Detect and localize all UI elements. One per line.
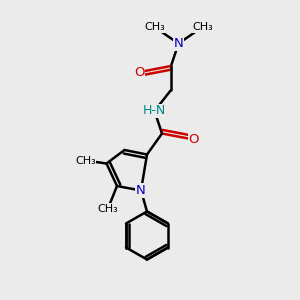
Text: N: N [174, 37, 183, 50]
Text: N: N [136, 184, 146, 197]
Text: H-N: H-N [143, 104, 166, 118]
Text: O: O [134, 65, 145, 79]
Text: CH₃: CH₃ [192, 22, 213, 32]
Text: CH₃: CH₃ [75, 155, 96, 166]
Text: O: O [188, 133, 199, 146]
Text: CH₃: CH₃ [144, 22, 165, 32]
Text: CH₃: CH₃ [98, 203, 118, 214]
